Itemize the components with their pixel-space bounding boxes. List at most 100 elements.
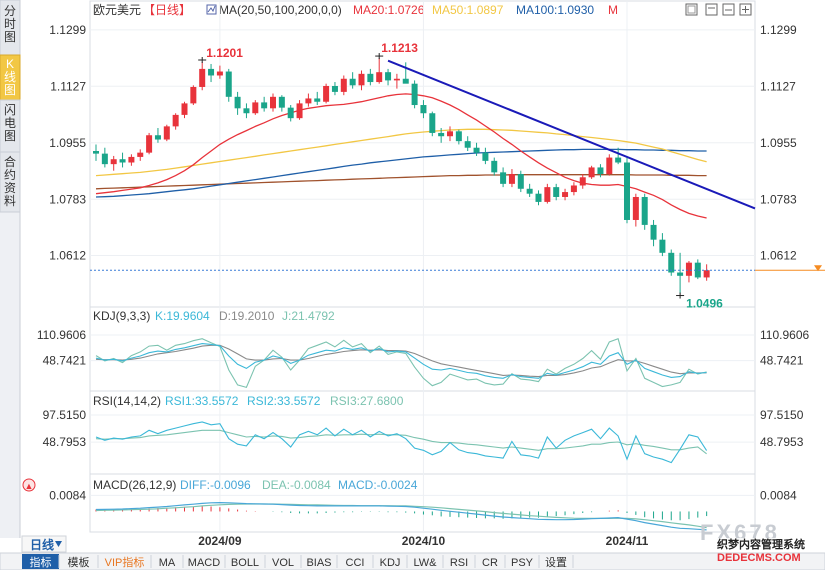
candle-body: [216, 71, 223, 76]
kdj-j-value: J:21.4792: [282, 309, 335, 323]
toolbar-item-label: RSI: [450, 557, 468, 569]
toolbar-item-ma[interactable]: MA: [151, 554, 184, 569]
maximize-icon[interactable]: [705, 3, 718, 16]
candle-body: [163, 126, 170, 140]
side-tab-contract-label: 合约资料: [4, 154, 16, 208]
rsi1-line: [95, 421, 708, 464]
macd-legend: ▲ MACD(26,12,9) DIFF:-0.0096 DEA:-0.0084…: [22, 478, 418, 492]
candle-body: [261, 102, 268, 109]
candle-body: [305, 98, 312, 104]
watermark-url: DEDECMS.COM: [717, 552, 801, 564]
svg-text:▲: ▲: [25, 481, 34, 491]
toolbar-item-vip[interactable]: VIP指标: [98, 554, 152, 569]
toolbar-item-item14[interactable]: 设置: [539, 554, 574, 569]
candle-body: [668, 252, 675, 273]
candle-body: [128, 156, 135, 163]
rsi1-value: RSI1:33.5572: [165, 394, 239, 408]
side-tab-char: 线: [4, 70, 16, 84]
ma-settings-icon[interactable]: [206, 4, 217, 15]
candle-body: [588, 167, 595, 178]
side-tab-char: 图: [4, 30, 16, 44]
period-button[interactable]: 日线: [21, 535, 67, 553]
macd-dea-value: DEA:-0.0084: [262, 478, 331, 492]
macd-label: MACD(26,12,9): [93, 478, 176, 492]
toolbar-item-bias[interactable]: BIAS: [301, 554, 338, 569]
kdj-legend: KDJ(9,3,3) K:19.9604 D:19.2010 J:21.4792: [93, 309, 335, 323]
candle-body: [482, 152, 489, 161]
candle-body: [659, 239, 666, 253]
macd-alert-icon[interactable]: ▲: [22, 478, 36, 492]
toolbar-item-label: BOLL: [231, 557, 259, 569]
toolbar-item-item1[interactable]: 模板: [59, 554, 99, 569]
minimize-icon[interactable]: [722, 3, 735, 16]
side-tab-char: 时: [4, 17, 16, 31]
kdj-tick-right: 110.9606: [760, 328, 809, 342]
moving-average-layer: [95, 93, 707, 219]
toolbar-item-label: VIP指标: [105, 555, 145, 569]
price-tick-left: 1.1127: [50, 79, 86, 93]
toolbar-item-macd[interactable]: MACD: [183, 554, 226, 569]
watermark: FX678 织梦内容管理系统 DEDECMS.COM: [700, 520, 822, 564]
kdj-tick-right: 48.7421: [760, 354, 804, 368]
toolbar-item-lw[interactable]: LW&: [407, 554, 444, 569]
ma100-line: [95, 148, 707, 198]
price-tick-right: 1.0612: [760, 248, 797, 262]
toolbar-item-item0[interactable]: 指标: [22, 554, 60, 569]
side-tab-char: 资: [4, 181, 16, 195]
price-tick-right: 1.0955: [760, 136, 797, 150]
macd-dif-value: DIFF:-0.0096: [180, 478, 251, 492]
toolbar-item-vol[interactable]: VOL: [265, 554, 302, 569]
price-tick-left: 1.0783: [49, 192, 86, 206]
side-tab-flash-label: 闪电图: [4, 103, 16, 143]
toolbar-item-label: 模板: [68, 555, 90, 569]
toolbar-item-label: BIAS: [306, 557, 331, 569]
toolbar-item-kdj[interactable]: KDJ: [373, 554, 408, 569]
side-tab-kline[interactable]: K 线图: [0, 54, 21, 101]
ma-label: MA(20,50,100,200,0,0): [219, 3, 342, 17]
restore-icon[interactable]: [685, 3, 698, 16]
candle-body: [579, 177, 586, 186]
price-tick-left: 1.0955: [49, 136, 86, 150]
macd-tick-left: 0.0084: [49, 488, 86, 502]
candle-body: [455, 131, 462, 142]
toolbar-item-label: MA: [159, 557, 176, 569]
kdj-tick-left: 110.9606: [37, 328, 86, 342]
side-tab-contract[interactable]: 合约资料: [0, 151, 21, 213]
ma50-line: [95, 128, 707, 177]
candle-body: [606, 157, 613, 174]
toolbar-item-label: CR: [482, 557, 498, 569]
toolbar-item-label: VOL: [272, 557, 294, 569]
period-dropdown-icon: [55, 541, 62, 547]
toolbar-item-rsi[interactable]: RSI: [443, 554, 476, 569]
candle-body: [447, 131, 453, 137]
time-tick-label: 2024/11: [606, 534, 649, 548]
side-tab-char: 电: [4, 116, 16, 130]
side-tab-flash[interactable]: 闪电图: [0, 99, 21, 153]
second-high-label: 1.1201: [206, 46, 243, 60]
toolbar-item-boll[interactable]: BOLL: [225, 554, 266, 569]
period-tag: 【日线】: [143, 3, 191, 17]
candle-body: [323, 85, 330, 102]
toolbar-item-cci[interactable]: CCI: [337, 554, 374, 569]
toolbar-item-bg: [22, 554, 59, 569]
fullscreen-icon[interactable]: [739, 3, 752, 16]
kdj-k-line: [95, 343, 707, 379]
candle-body: [119, 159, 126, 163]
toolbar-item-psy[interactable]: PSY: [505, 554, 540, 569]
candle-body: [464, 141, 471, 148]
ma20-value: MA20:1.0726: [353, 3, 425, 17]
candle-body: [517, 173, 524, 189]
panel-frames: [89, 0, 756, 533]
toolbar-item-cr[interactable]: CR: [475, 554, 506, 569]
candle-body: [331, 85, 338, 92]
side-tab-char: K: [6, 57, 14, 71]
side-tab-char: 料: [4, 194, 16, 208]
rsi-legend: RSI(14,14,2) RSI1:33.5572 RSI2:33.5572 R…: [93, 394, 404, 408]
kdj-panel: 110.9606 110.9606 48.7421 48.7421: [37, 328, 809, 389]
candle-body: [703, 270, 710, 278]
side-tab-timeshare[interactable]: 分时图: [0, 0, 21, 56]
kdj-d-value: D:19.2010: [219, 309, 275, 323]
rsi2-value: RSI2:33.5572: [247, 394, 321, 408]
rsi-tick-right: 97.5150: [760, 408, 804, 422]
rsi3-line: [95, 429, 707, 455]
